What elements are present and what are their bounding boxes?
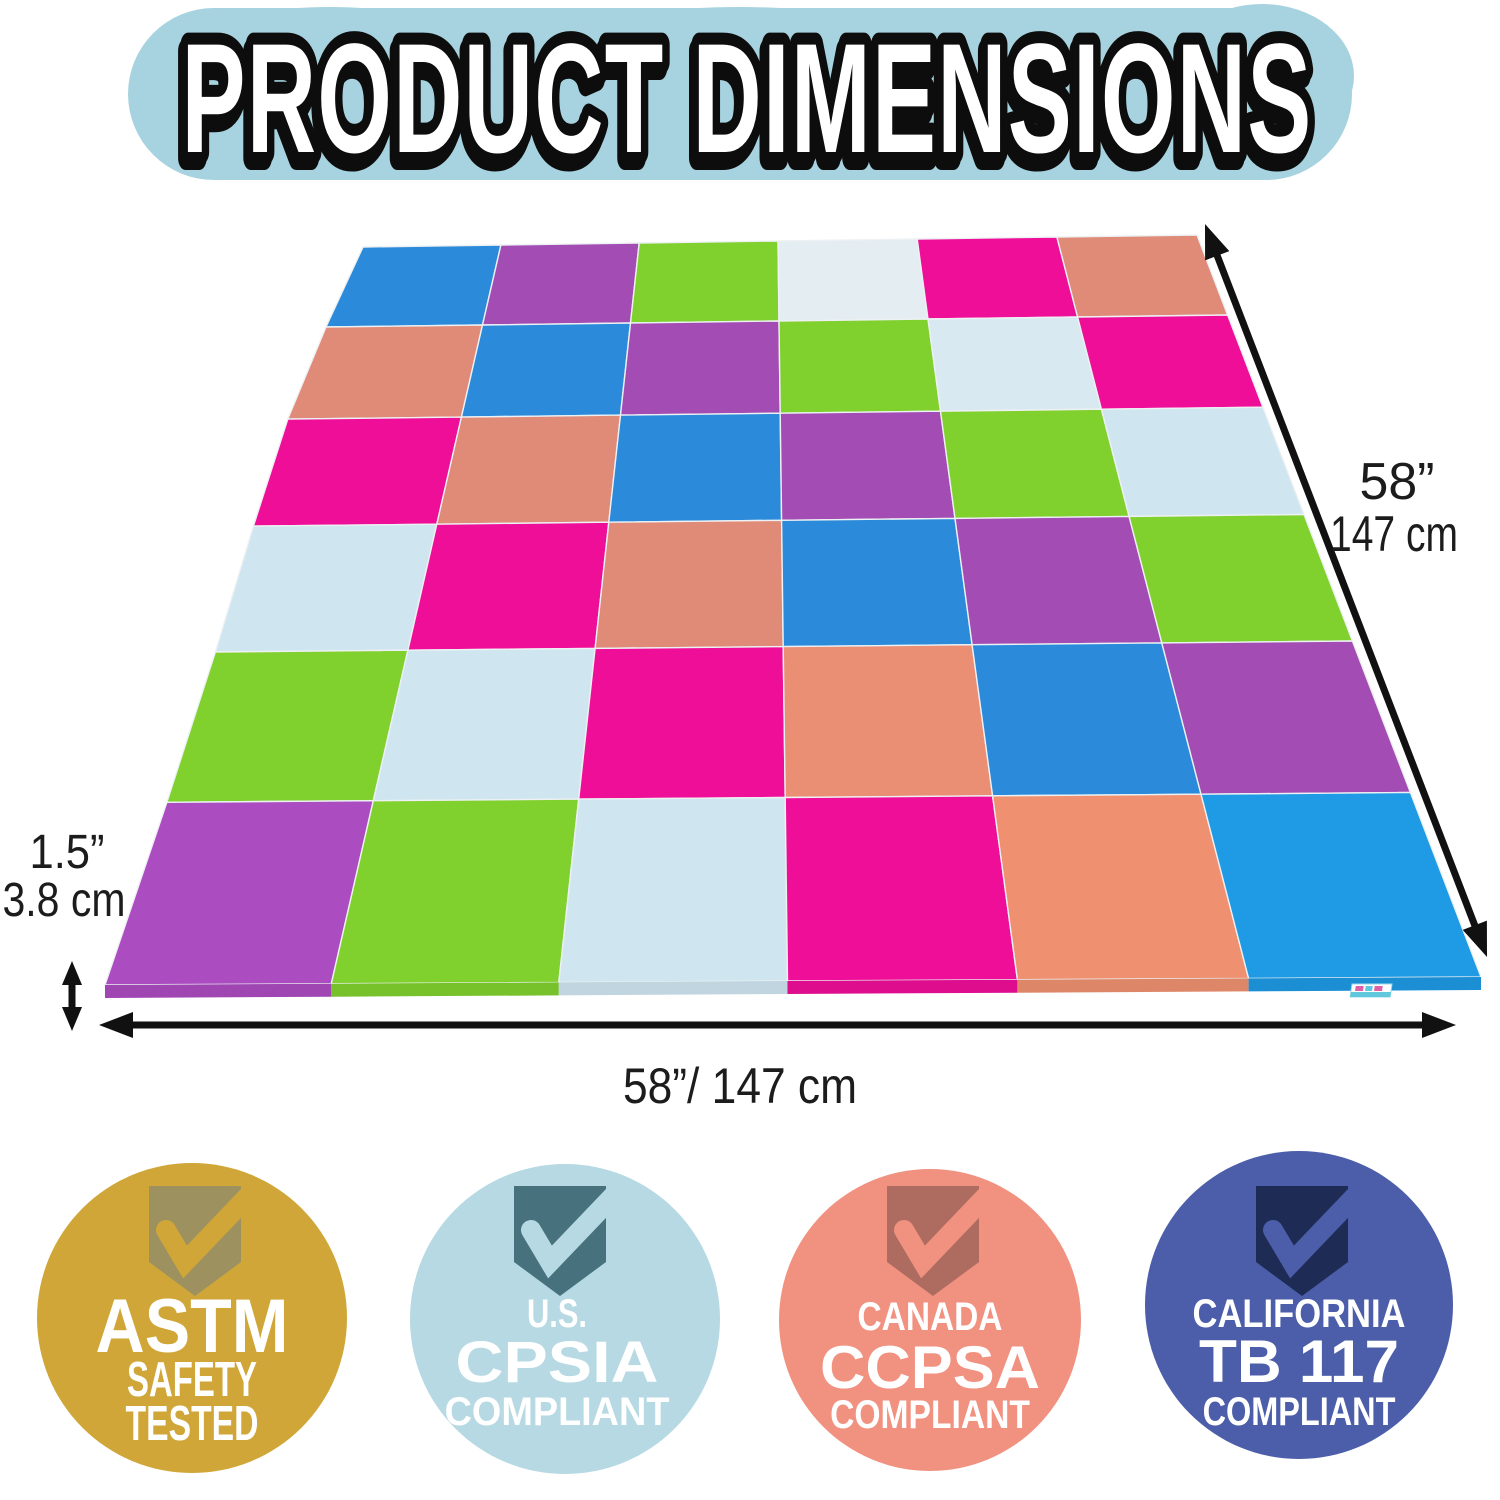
svg-text:CALIFORNIA: CALIFORNIA: [1193, 1291, 1406, 1336]
svg-text:1.5”: 1.5”: [29, 825, 104, 878]
svg-text:TESTED: TESTED: [126, 1396, 259, 1451]
svg-text:58”/ 147 cm: 58”/ 147 cm: [623, 1059, 857, 1115]
svg-text:3.8 cm: 3.8 cm: [2, 874, 125, 927]
svg-text:CCPSA: CCPSA: [820, 1334, 1040, 1401]
svg-text:SAFETY: SAFETY: [127, 1351, 257, 1406]
svg-text:U.S.: U.S.: [527, 1291, 587, 1336]
svg-text:PRODUCT DIMENSIONS: PRODUCT DIMENSIONS: [182, 12, 1313, 185]
svg-text:147 cm: 147 cm: [1330, 505, 1458, 562]
svg-text:COMPLIANT: COMPLIANT: [445, 1390, 670, 1434]
svg-text:PRODUCT DIMENSIONS: PRODUCT DIMENSIONS: [179, 18, 1310, 191]
svg-text:TB 117: TB 117: [1199, 1328, 1399, 1395]
svg-text:COMPLIANT: COMPLIANT: [830, 1392, 1030, 1436]
svg-text:CANADA: CANADA: [858, 1294, 1003, 1338]
svg-text:CPSIA: CPSIA: [456, 1331, 659, 1395]
svg-text:COMPLIANT: COMPLIANT: [1203, 1389, 1396, 1434]
svg-text:ASTM: ASTM: [96, 1285, 289, 1369]
svg-text:58”: 58”: [1360, 453, 1435, 511]
